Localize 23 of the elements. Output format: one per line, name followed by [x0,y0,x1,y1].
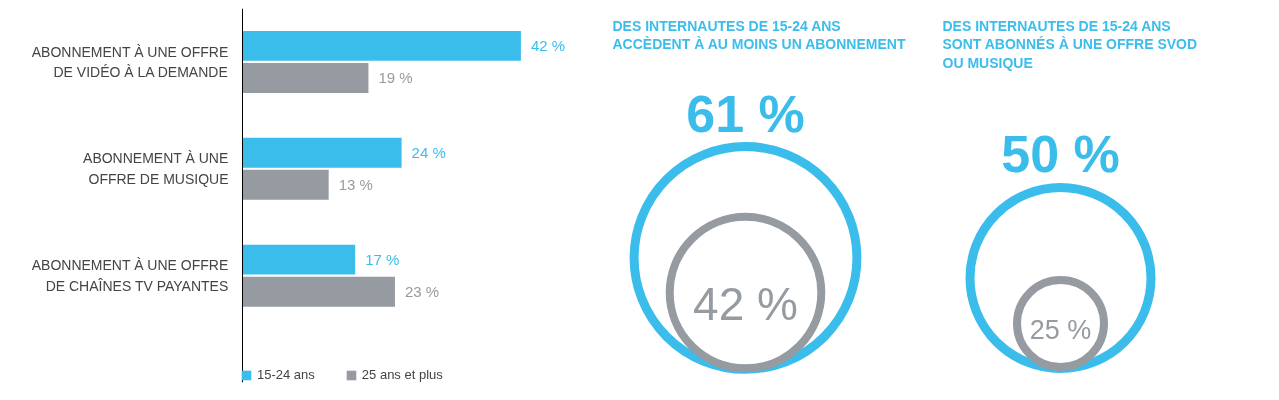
y-tick-label: ABONNEMENT À UNE OFFRE DE MUSIQUE [83,150,229,188]
data-label: 42 % [693,278,798,331]
bar [242,137,402,168]
data-label: 50 % [1001,125,1120,184]
legend-label: 15-24 ans [257,367,315,382]
data-label: 17 % [365,251,400,269]
text: DES INTERNAUTES DE 15-24 ANS SONT ABONNÉS À UNE OFFRE SVOD OU MUSIQUE [942,18,1198,71]
bar [242,63,369,93]
y-tick-label: ABONNEMENT À UNE OFFRE DE CHAÎNES TV PAYANTES [31,257,229,295]
data-label: 42 % [530,37,566,55]
y-tick-label: ABONNEMENT À UNE OFFRE DE VIDÉO À LA DEMANDE [31,43,229,81]
data-label: 24 % [411,144,446,162]
bar [242,244,356,275]
data-label: 13 % [338,176,373,194]
data-label: 19 % [378,69,413,87]
text: DES INTERNAUTES DE 15-24 ANS ACCÈDENT À AU MOINS UN ABONNEMENT [612,18,906,53]
data-label: 25 % [1029,315,1092,346]
bar [242,30,521,61]
bar [242,169,329,200]
bar [242,276,395,307]
data-label: 23 % [404,283,440,301]
legend-label: 25 ans et plus [361,367,443,382]
data-label: 61 % [686,84,805,143]
